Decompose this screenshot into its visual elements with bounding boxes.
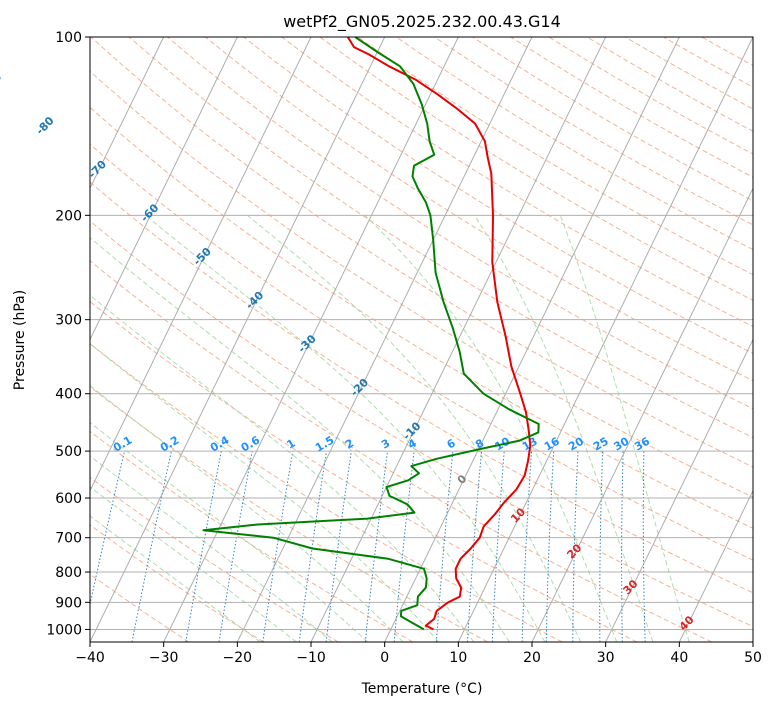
x-tick-label: 40	[670, 650, 688, 666]
moist-adiabat-line	[90, 455, 333, 642]
isotherm-line	[90, 37, 165, 190]
moist-adiabat-line	[90, 294, 475, 642]
moist-adiabat-line	[473, 215, 654, 642]
moist-adiabat-line	[90, 486, 297, 642]
mixing-ratio-line	[467, 451, 482, 642]
x-tick-label: −10	[296, 650, 326, 666]
dry-adiabat-line	[90, 220, 753, 628]
dry-adiabat-line	[319, 37, 753, 301]
isotherm-line	[678, 489, 753, 642]
x-tick-label: 0	[380, 650, 389, 666]
isotherm-line	[457, 37, 753, 642]
mixing-ratio-line	[435, 451, 454, 642]
y-tick-label: 900	[55, 595, 82, 611]
y-tick-label: 200	[55, 208, 82, 224]
x-axis: −40 −30 −20 −10 0 10 20 30 40 50	[75, 642, 762, 666]
x-axis-title: Temperature (°C)	[361, 681, 483, 697]
x-tick-label: −30	[149, 650, 179, 666]
mixing-ratio-line	[545, 451, 555, 642]
y-tick-label: 1000	[46, 622, 82, 638]
isotherm-line	[531, 187, 753, 642]
mixing-ratio-line	[393, 451, 415, 642]
moist-adiabat-line	[90, 385, 404, 642]
chart-title: wetPf2_GN05.2025.232.00.43.G14	[283, 12, 561, 32]
profile-lines	[202, 37, 540, 631]
y-tick-label: 600	[55, 491, 82, 507]
dry-adiabat-line	[90, 573, 190, 642]
dry-adiabat-line	[90, 106, 753, 529]
moist-adiabat-line	[90, 421, 369, 642]
isotherm-line	[90, 37, 238, 341]
isotherm-line	[752, 640, 753, 642]
isotherm-line	[384, 37, 680, 642]
isotherm-label: -90	[0, 70, 4, 93]
mixing-ratio-line	[90, 450, 125, 607]
dry-adiabat-line	[90, 181, 753, 594]
isotherm-line	[163, 37, 459, 642]
isotherm-label: -80	[33, 114, 56, 137]
moist-adiabat-line	[90, 236, 510, 642]
y-tick-label: 300	[55, 313, 82, 329]
dry-adiabat-line	[128, 37, 753, 439]
dry-adiabat-line	[90, 37, 753, 468]
moist-adiabat-line	[90, 343, 439, 642]
y-tick-label: 100	[55, 30, 82, 46]
isotherm-line	[605, 338, 753, 642]
y-axis: 100 200 300 400 500 600 700 800 900 1000	[46, 30, 90, 638]
dry-adiabat-line	[281, 37, 753, 328]
y-tick-label: 400	[55, 387, 82, 403]
x-tick-label: 30	[597, 650, 615, 666]
isotherm-line	[310, 37, 607, 642]
x-tick-label: 20	[523, 650, 541, 666]
mixing-ratio-line	[572, 451, 579, 642]
moist-adiabat-line	[559, 215, 690, 642]
y-tick-label: 700	[55, 531, 82, 547]
mixing-ratio-line	[521, 451, 533, 642]
isotherm-line	[90, 37, 312, 492]
dry-adiabat-line	[90, 70, 753, 498]
isotherm-line	[90, 37, 386, 642]
y-axis-title: Pressure (hPa)	[12, 290, 28, 390]
x-tick-label: −20	[223, 650, 253, 666]
dry-adiabat-line	[90, 300, 638, 642]
temperature-profile-line	[346, 37, 532, 631]
x-tick-label: −40	[75, 650, 105, 666]
dry-adiabat-line	[90, 342, 563, 642]
mixing-ratio-line	[621, 451, 624, 642]
moist-adiabat-line	[364, 214, 618, 642]
y-tick-label: 800	[55, 565, 82, 581]
dry-adiabat-line	[90, 260, 712, 642]
plot-frame	[89, 36, 754, 643]
mixing-ratio-line	[599, 451, 604, 642]
x-tick-label: 10	[449, 650, 467, 666]
x-tick-label: 50	[744, 650, 762, 666]
moist-adiabat-line	[145, 214, 546, 642]
dry-adiabat-line	[166, 37, 753, 410]
moist-adiabat-line	[246, 214, 582, 642]
y-tick-label: 500	[55, 444, 82, 460]
plot-background	[90, 37, 753, 642]
dewpoint-profile-line	[202, 37, 540, 631]
